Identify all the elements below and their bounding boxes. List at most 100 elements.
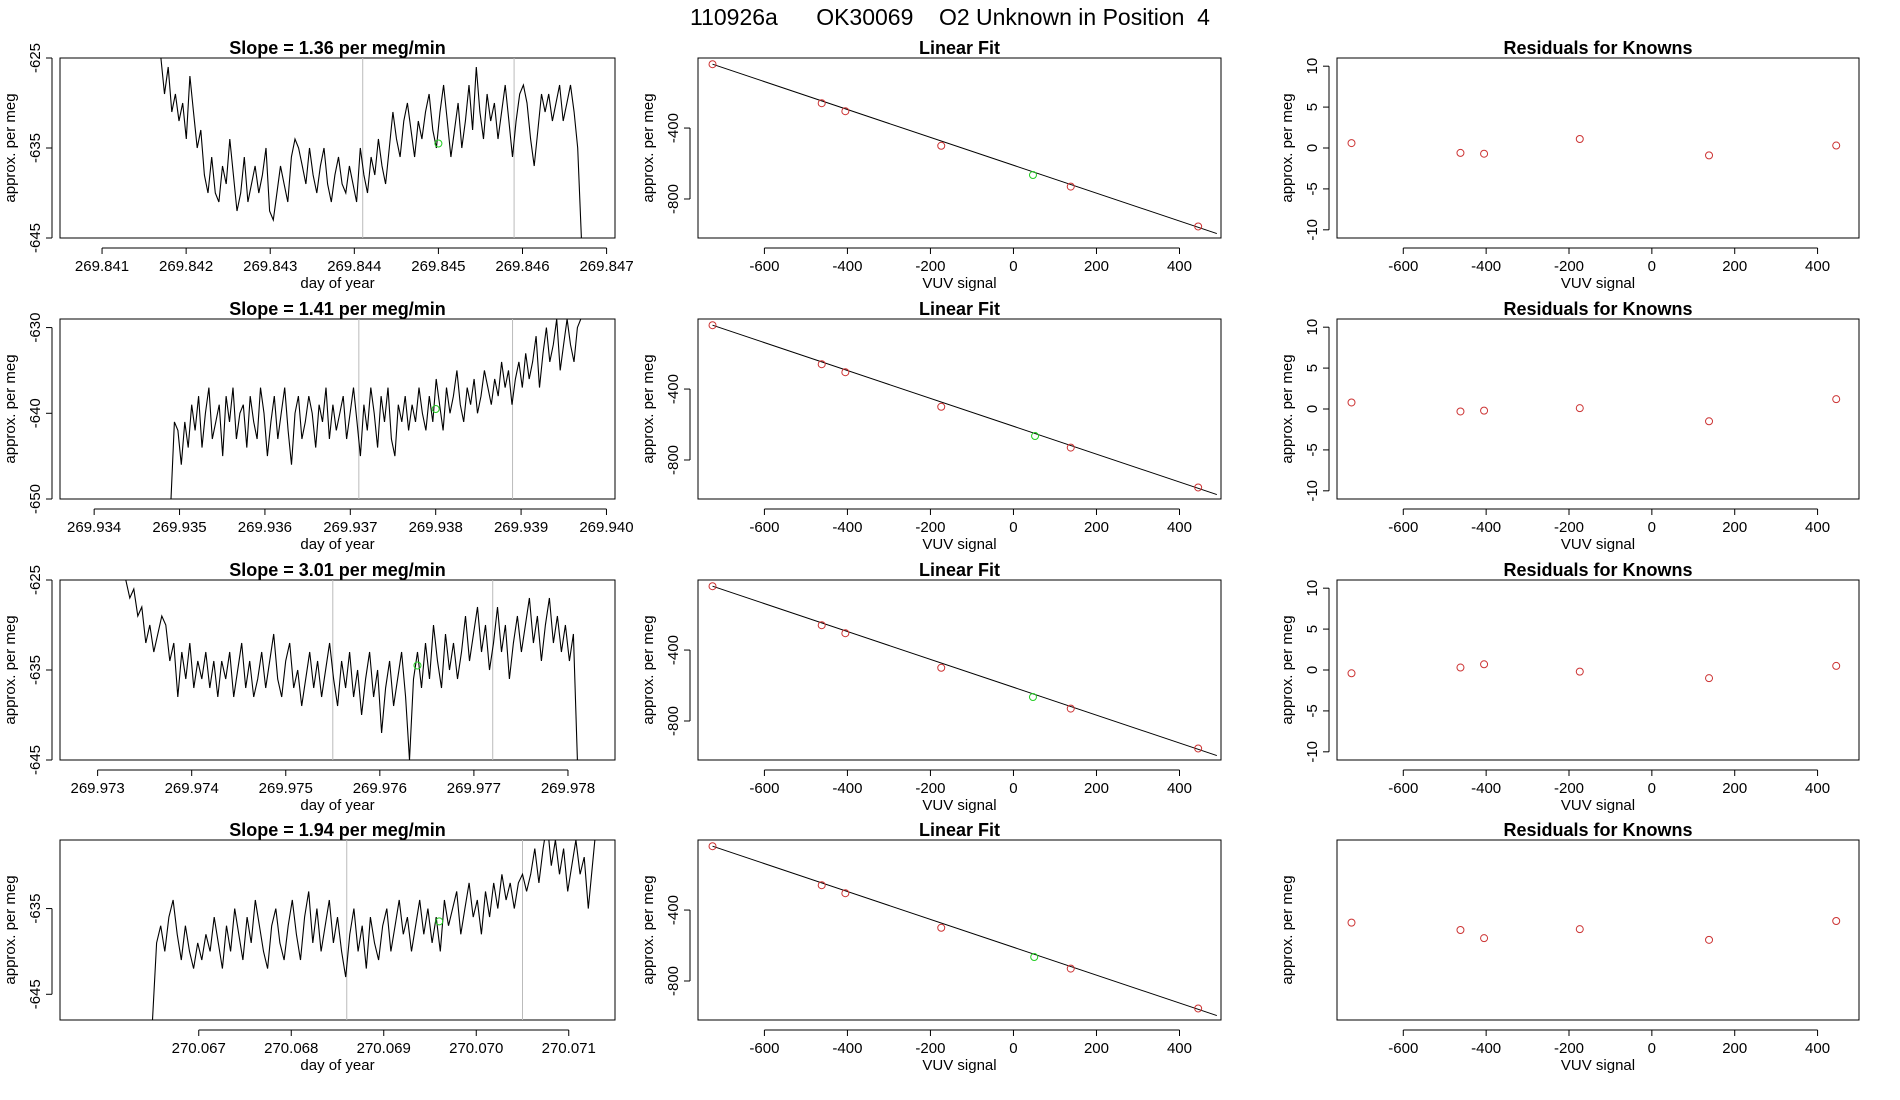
x-tick-label: -200 [915,519,945,536]
panel-title: Residuals for Knowns [1503,820,1692,840]
plot-data [708,582,1218,757]
residual-point [1705,674,1714,683]
fit-line [712,845,1218,1017]
x-tick-label: 269.845 [411,258,465,275]
y-tick-label: -650 [27,484,44,514]
y-tick-label: -645 [27,223,44,253]
known-point [1194,744,1203,753]
known-point [1066,704,1075,713]
plot-data [160,58,582,238]
x-tick-label: 400 [1167,780,1192,797]
known-point [937,402,946,411]
x-tick-label: 0 [1648,1040,1656,1057]
x-tick-label: 269.939 [494,519,548,536]
known-point [1066,964,1075,973]
known-point [1194,1004,1203,1013]
known-point [937,663,946,672]
residual-point [1832,917,1841,925]
y-tick-label: 5 [1304,364,1321,372]
unknown-point [1030,953,1039,962]
residual-point [1456,148,1465,157]
y-axis-label: approx. per meg [1279,354,1296,463]
x-tick-label: 269.975 [259,780,313,797]
panel-9: Residuals for Knowns VUV signal approx. pe… [1279,560,1860,814]
plot-data [708,60,1218,235]
plot-frame [1336,579,1860,761]
panel-title: Slope = 1.41 per meg/min [229,299,446,319]
midpoint-marker [435,917,444,926]
y-tick-label: -400 [665,374,682,404]
known-point [817,99,826,108]
x-tick-label: -600 [749,780,779,797]
x-tick-label: 0 [1648,519,1656,536]
unknown-point [1031,432,1040,441]
y-tick-label: -800 [665,184,682,214]
midpoint-marker [434,139,443,148]
plot-frame [697,318,1222,500]
panel-title: Linear Fit [919,820,1000,840]
y-axis-label: approx. per meg [1279,93,1296,202]
fit-line [712,585,1218,757]
y-tick-label: -10 [1304,219,1321,241]
panel-title: Slope = 3.01 per meg/min [229,560,446,580]
panel-title: Residuals for Knowns [1503,560,1692,580]
x-tick-label: -400 [832,1040,862,1057]
y-tick-label: -625 [27,565,44,595]
x-tick-label: 270.068 [264,1040,318,1057]
plot-data [1347,917,1841,944]
y-axis-label: approx. per meg [2,615,19,724]
panel-4: Slope = 1.41 per meg/min day of year appro… [2,299,634,553]
residual-point [1347,918,1356,927]
x-tick-label: -200 [1554,258,1584,275]
x-tick-label: 269.974 [165,780,219,797]
known-point [708,582,717,591]
x-axis-label: VUV signal [1561,1057,1635,1074]
x-axis-label: day of year [300,797,374,814]
data-trace [160,58,582,238]
x-tick-label: -600 [749,1040,779,1057]
y-tick-label: 0 [1304,666,1321,674]
known-point [708,842,717,851]
x-tick-label: 400 [1167,519,1192,536]
y-tick-label: -10 [1304,480,1321,502]
fit-line [712,63,1218,235]
x-tick-label: 0 [1009,258,1017,275]
panel-6: Residuals for Knowns VUV signal approx. pe… [1279,299,1860,553]
y-axis-label: approx. per meg [1279,875,1296,984]
known-point [1194,222,1203,231]
x-tick-label: -200 [915,258,945,275]
y-tick-label: 0 [1304,144,1321,152]
x-tick-label: -600 [1388,519,1418,536]
x-tick-label: 269.934 [67,519,121,536]
y-axis-label: approx. per meg [640,615,657,724]
y-tick-label: -635 [27,133,44,163]
x-tick-label: 200 [1084,519,1109,536]
plot-data [170,319,582,499]
panel-3: Residuals for Knowns VUV signal approx. pe… [1279,38,1860,292]
known-point [841,629,850,638]
residual-point [1832,141,1841,150]
plot-data [1347,660,1841,683]
x-tick-label: -200 [915,780,945,797]
panel-title: Linear Fit [919,299,1000,319]
residual-point [1832,395,1841,404]
x-axis-label: VUV signal [922,275,996,292]
x-tick-label: -400 [832,780,862,797]
y-tick-label: -5 [1304,704,1321,717]
residual-point [1480,406,1489,415]
midpoint-marker [413,661,422,670]
x-axis-label: day of year [300,1057,374,1074]
residual-point [1705,935,1714,944]
unknown-point [1028,171,1037,180]
residual-point [1347,669,1356,678]
known-point [841,368,850,377]
plot-data [708,842,1218,1017]
y-tick-label: -625 [27,43,44,73]
x-tick-label: 400 [1167,258,1192,275]
plot-frame [1336,57,1860,239]
residual-point [1456,926,1465,934]
x-tick-label: 269.938 [409,519,463,536]
y-tick-label: -630 [27,313,44,343]
x-tick-label: -200 [1554,780,1584,797]
x-tick-label: 0 [1009,1040,1017,1057]
